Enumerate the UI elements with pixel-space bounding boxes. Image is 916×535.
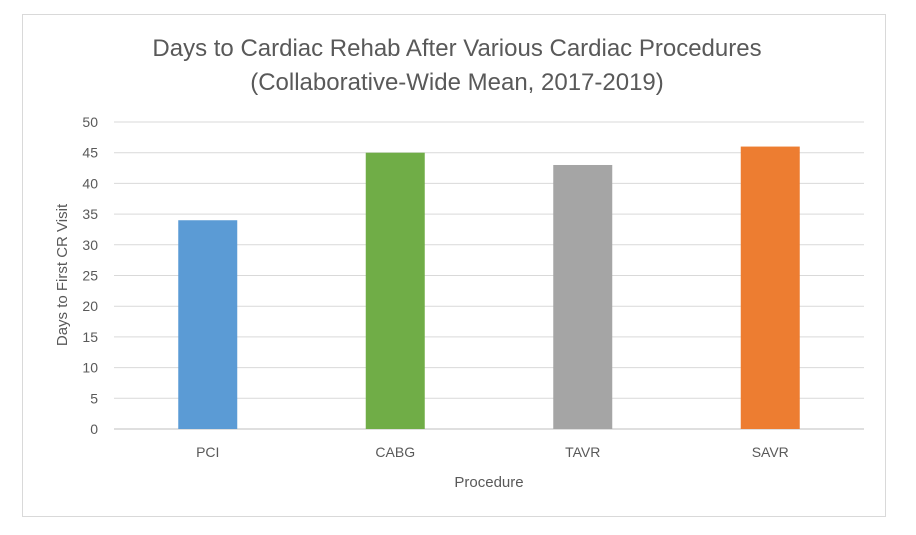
y-axis-title: Days to First CR Visit [54,203,71,346]
y-tick-label: 5 [90,390,98,406]
x-axis-title: Procedure [454,474,523,491]
y-tick-label: 45 [82,145,98,161]
x-axis-ticks: PCI CABG TAVR SAVR [196,444,789,460]
y-tick-label: 10 [82,360,98,376]
bar-pci [178,220,238,429]
y-axis-ticks: 0 5 10 15 20 25 30 35 40 45 50 [82,114,98,437]
y-tick-label: 30 [82,237,98,253]
y-tick-label: 0 [90,421,98,437]
y-tick-label: 40 [82,175,98,191]
bar-tavr [553,164,613,430]
bars [178,146,800,430]
x-tick-label-savr: SAVR [752,444,789,460]
x-tick-label-tavr: TAVR [565,444,600,460]
chart-title-line-1: Days to Cardiac Rehab After Various Card… [152,35,761,62]
y-tick-label: 20 [82,298,98,314]
bar-savr [740,146,800,429]
x-tick-label-cabg: CABG [375,444,415,460]
y-tick-label: 15 [82,329,98,345]
y-gridlines [114,121,864,430]
y-tick-label: 35 [82,206,98,222]
bar-cabg [365,152,425,429]
y-tick-label: 25 [82,268,98,284]
y-tick-label: 50 [82,114,98,130]
x-tick-label-pci: PCI [196,444,219,460]
chart-title-line-2: (Collaborative-Wide Mean, 2017-2019) [250,69,664,96]
